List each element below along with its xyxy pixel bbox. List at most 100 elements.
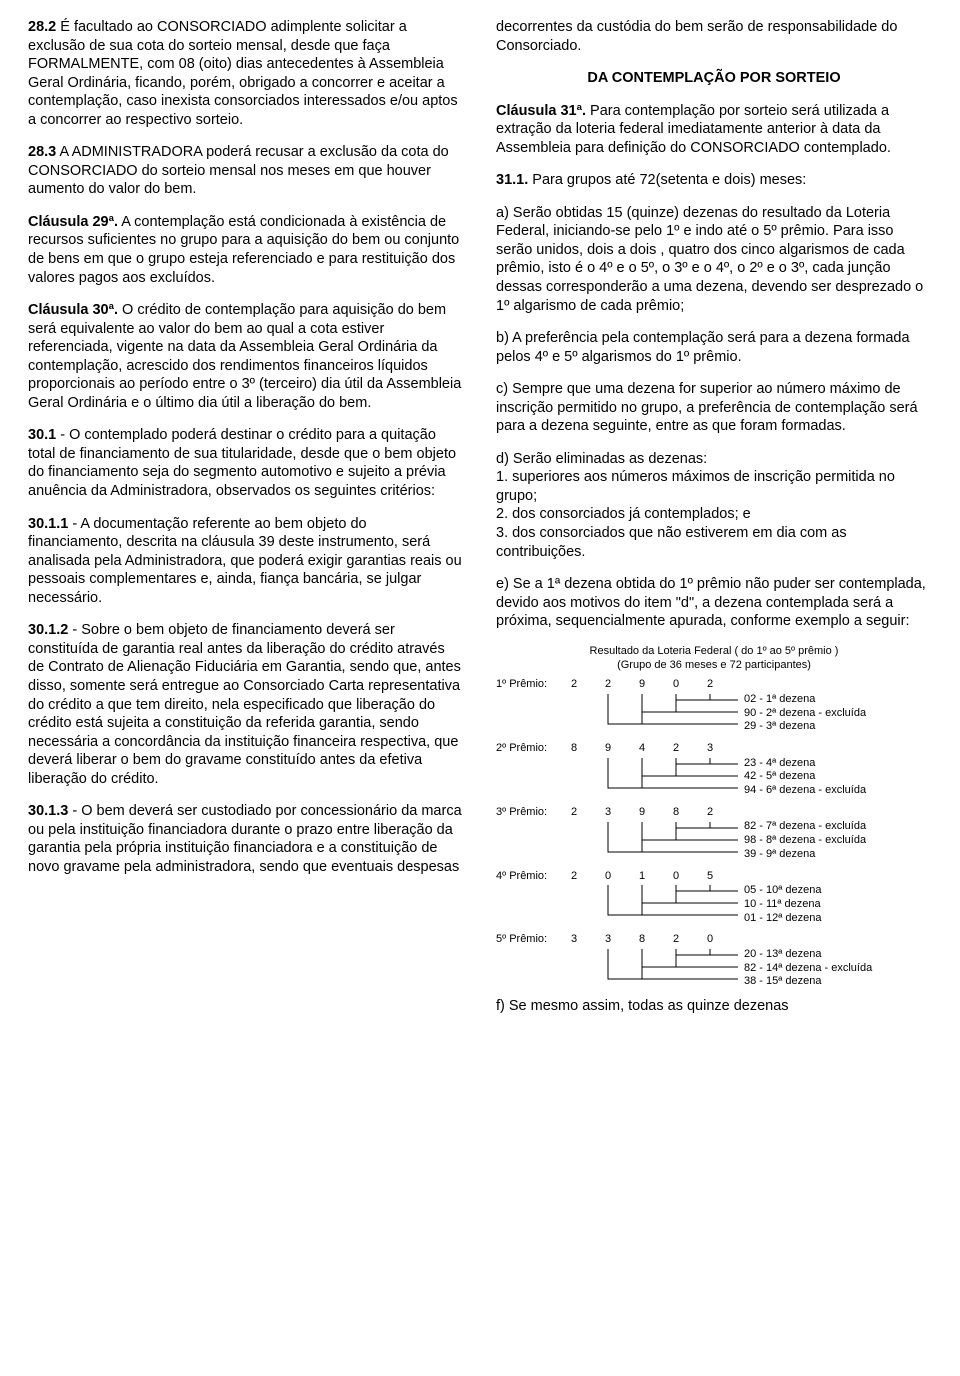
digit: 0: [704, 933, 716, 947]
prize-block: 5º Prêmio:3382020 - 13ª dezena82 - 14ª d…: [496, 933, 932, 989]
digit: 9: [636, 678, 648, 692]
digit: 2: [704, 806, 716, 820]
prize-digits: 23982: [568, 806, 716, 822]
prize-row: 4º Prêmio:20105: [496, 870, 738, 886]
dezena-lines: 05 - 10ª dezena10 - 11ª dezena01 - 12ª d…: [744, 884, 821, 925]
prize-label: 4º Prêmio:: [496, 870, 568, 884]
digit: 1: [636, 870, 648, 884]
clause-28-2-text: É facultado ao CONSORCIADO adimplente so…: [28, 19, 458, 128]
dezena-line: 39 - 9ª dezena: [744, 848, 866, 862]
section-title: DA CONTEMPLAÇÃO POR SORTEIO: [496, 69, 932, 88]
digit: 2: [704, 678, 716, 692]
prize-left: 3º Prêmio:23982: [496, 806, 738, 862]
clause-28-3-lead: 28.3: [28, 144, 56, 160]
digit: 8: [636, 933, 648, 947]
bracket-icon: [568, 885, 738, 925]
prize-left: 2º Prêmio:89423: [496, 742, 738, 798]
dezena-line: 10 - 11ª dezena: [744, 898, 821, 912]
digit: 2: [670, 742, 682, 756]
digit: 0: [602, 870, 614, 884]
clause-30-1-3-lead: 30.1.3: [28, 803, 68, 819]
clause-28-2: 28.2 É facultado ao CONSORCIADO adimplen…: [28, 18, 464, 129]
digit: 2: [670, 933, 682, 947]
item-d: d) Serão eliminadas as dezenas: 1. super…: [496, 450, 932, 561]
digit: 0: [670, 678, 682, 692]
clause-28-3: 28.3 A ADMINISTRADORA poderá recusar a e…: [28, 143, 464, 199]
dezena-lines: 20 - 13ª dezena82 - 14ª dezena - excluíd…: [744, 948, 872, 989]
dezena-lines: 82 - 7ª dezena - excluída98 - 8ª dezena …: [744, 820, 866, 861]
clause-30-1-3: 30.1.3 - O bem deverá ser custodiado por…: [28, 802, 464, 876]
prize-left: 5º Prêmio:33820: [496, 933, 738, 989]
dezena-line: 23 - 4ª dezena: [744, 757, 866, 771]
digit: 9: [636, 806, 648, 820]
diagram-title-1: Resultado da Loteria Federal ( do 1º ao …: [496, 645, 932, 659]
clause-30-1-1: 30.1.1 - A documentação referente ao bem…: [28, 515, 464, 608]
clause-30-1-lead: 30.1: [28, 427, 56, 443]
clause-30-1-2-lead: 30.1.2: [28, 622, 68, 638]
dezena-line: 02 - 1ª dezena: [744, 693, 866, 707]
diagram-title-2: (Grupo de 36 meses e 72 participantes): [496, 659, 932, 673]
prize-left: 1º Prêmio:22902: [496, 678, 738, 734]
dezena-line: 38 - 15ª dezena: [744, 975, 872, 989]
clause-30-1-2: 30.1.2 - Sobre o bem objeto de financiam…: [28, 621, 464, 788]
diagram-title: Resultado da Loteria Federal ( do 1º ao …: [496, 645, 932, 673]
right-intro: decorrentes da custódia do bem serão de …: [496, 18, 932, 55]
dezena-line: 42 - 5ª dezena: [744, 770, 866, 784]
clause-29-lead: Cláusula 29ª.: [28, 214, 118, 230]
clause-31: Cláusula 31ª. Para contemplação por sort…: [496, 102, 932, 158]
prize-label: 3º Prêmio:: [496, 806, 568, 820]
digit: 3: [602, 806, 614, 820]
right-column: decorrentes da custódia do bem serão de …: [496, 18, 932, 1030]
bracket-icon: [568, 822, 738, 862]
prize-digits: 89423: [568, 742, 716, 758]
clause-30-1-text: - O contemplado poderá destinar o crédit…: [28, 427, 456, 499]
clause-31-1-lead: 31.1.: [496, 172, 528, 188]
prizes-container: 1º Prêmio:2290202 - 1ª dezena90 - 2ª dez…: [496, 678, 932, 989]
prize-label: 5º Prêmio:: [496, 933, 568, 947]
digit: 0: [670, 870, 682, 884]
digit: 4: [636, 742, 648, 756]
prize-row-wrapper: 4º Prêmio:2010505 - 10ª dezena10 - 11ª d…: [496, 870, 932, 926]
digit: 3: [568, 933, 580, 947]
clause-30-1-3-text: - O bem deverá ser custodiado por conces…: [28, 803, 462, 875]
clause-28-3-text: A ADMINISTRADORA poderá recusar a exclus…: [28, 144, 449, 197]
item-d-1: 1. superiores aos números máximos de ins…: [496, 468, 932, 505]
prize-row: 5º Prêmio:33820: [496, 933, 738, 949]
clause-31-1-text: Para grupos até 72(setenta e dois) meses…: [528, 172, 806, 188]
bracket-icon: [568, 758, 738, 798]
item-c: c) Sempre que uma dezena for superior ao…: [496, 380, 932, 436]
bracket-icon: [568, 949, 738, 989]
dezena-line: 82 - 7ª dezena - excluída: [744, 820, 866, 834]
item-b: b) A preferência pela contemplação será …: [496, 329, 932, 366]
prize-block: 1º Prêmio:2290202 - 1ª dezena90 - 2ª dez…: [496, 678, 932, 734]
item-f: f) Se mesmo assim, todas as quinze dezen…: [496, 997, 932, 1016]
clause-30-text: O crédito de contemplação para aquisição…: [28, 302, 461, 411]
digit: 8: [568, 742, 580, 756]
prize-block: 4º Prêmio:2010505 - 10ª dezena10 - 11ª d…: [496, 870, 932, 926]
digit: 2: [568, 870, 580, 884]
prize-block: 2º Prêmio:8942323 - 4ª dezena42 - 5ª dez…: [496, 742, 932, 798]
dezena-lines: 23 - 4ª dezena42 - 5ª dezena94 - 6ª deze…: [744, 757, 866, 798]
prize-digits: 20105: [568, 870, 716, 886]
digit: 3: [602, 933, 614, 947]
item-e: e) Se a 1ª dezena obtida do 1º prêmio nã…: [496, 575, 932, 631]
prize-row: 3º Prêmio:23982: [496, 806, 738, 822]
item-a: a) Serão obtidas 15 (quinze) dezenas do …: [496, 204, 932, 315]
prize-row: 1º Prêmio:22902: [496, 678, 738, 694]
clause-30-1-2-text: - Sobre o bem objeto de financiamento de…: [28, 622, 461, 786]
prize-label: 1º Prêmio:: [496, 678, 568, 692]
dezena-line: 98 - 8ª dezena - excluída: [744, 834, 866, 848]
dezena-line: 01 - 12ª dezena: [744, 912, 821, 926]
clause-30-1-1-lead: 30.1.1: [28, 516, 68, 532]
prize-digits: 22902: [568, 678, 716, 694]
bracket-icon: [568, 694, 738, 734]
dezena-line: 94 - 6ª dezena - excluída: [744, 784, 866, 798]
prize-row-wrapper: 2º Prêmio:8942323 - 4ª dezena42 - 5ª dez…: [496, 742, 932, 798]
digit: 2: [568, 678, 580, 692]
clause-30-1-1-text: - A documentação referente ao bem objeto…: [28, 516, 462, 606]
dezena-lines: 02 - 1ª dezena90 - 2ª dezena - excluída2…: [744, 693, 866, 734]
prize-row-wrapper: 5º Prêmio:3382020 - 13ª dezena82 - 14ª d…: [496, 933, 932, 989]
clause-30-1: 30.1 - O contemplado poderá destinar o c…: [28, 426, 464, 500]
left-column: 28.2 É facultado ao CONSORCIADO adimplen…: [28, 18, 464, 1030]
digit: 3: [704, 742, 716, 756]
